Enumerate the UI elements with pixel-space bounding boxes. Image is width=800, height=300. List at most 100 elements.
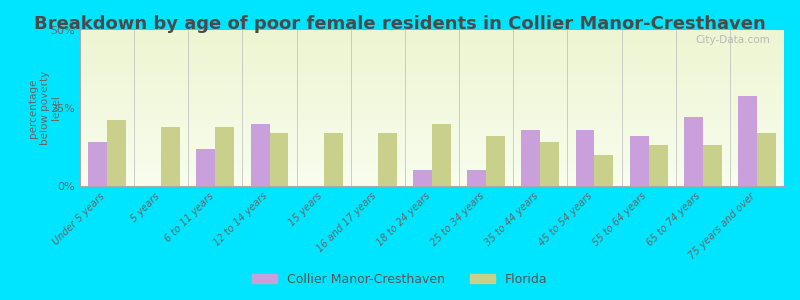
Bar bbox=[540, 142, 559, 186]
Bar bbox=[80, 86, 784, 88]
Bar bbox=[80, 61, 784, 63]
Bar bbox=[80, 64, 784, 66]
Bar bbox=[80, 58, 784, 60]
Bar bbox=[80, 141, 784, 142]
Bar bbox=[80, 113, 784, 114]
Bar bbox=[80, 41, 784, 43]
Bar bbox=[80, 100, 784, 102]
Bar bbox=[80, 148, 784, 150]
Bar bbox=[80, 134, 784, 136]
Bar bbox=[80, 78, 784, 80]
Bar bbox=[80, 152, 784, 153]
Bar bbox=[467, 170, 486, 186]
Bar bbox=[80, 83, 784, 85]
Bar bbox=[80, 63, 784, 64]
Bar bbox=[80, 88, 784, 89]
Bar bbox=[80, 99, 784, 100]
Bar bbox=[522, 130, 540, 186]
Bar bbox=[215, 127, 234, 186]
Bar bbox=[80, 49, 784, 50]
Bar bbox=[80, 85, 784, 86]
Bar bbox=[80, 110, 784, 111]
Bar bbox=[80, 116, 784, 117]
Bar bbox=[80, 82, 784, 83]
Bar bbox=[197, 148, 215, 186]
Bar bbox=[80, 150, 784, 152]
Bar bbox=[684, 117, 702, 186]
Bar bbox=[80, 111, 784, 113]
Bar bbox=[250, 124, 270, 186]
Bar bbox=[378, 133, 397, 186]
Bar bbox=[80, 44, 784, 46]
Bar bbox=[80, 172, 784, 173]
Bar bbox=[80, 52, 784, 53]
Bar bbox=[80, 70, 784, 72]
Bar bbox=[80, 181, 784, 183]
Bar bbox=[80, 184, 784, 186]
Bar bbox=[80, 147, 784, 148]
Bar bbox=[162, 127, 180, 186]
Bar bbox=[80, 66, 784, 68]
Bar bbox=[80, 38, 784, 39]
Bar bbox=[80, 183, 784, 184]
Bar bbox=[80, 74, 784, 75]
Bar bbox=[80, 32, 784, 33]
Bar bbox=[80, 36, 784, 38]
Bar bbox=[80, 43, 784, 44]
Bar bbox=[80, 125, 784, 127]
Bar bbox=[649, 146, 667, 186]
Bar bbox=[80, 77, 784, 78]
Bar bbox=[80, 60, 784, 61]
Bar bbox=[80, 119, 784, 121]
Text: Breakdown by age of poor female residents in Collier Manor-Cresthaven: Breakdown by age of poor female resident… bbox=[34, 15, 766, 33]
Bar bbox=[80, 180, 784, 181]
Bar bbox=[630, 136, 649, 186]
Bar bbox=[80, 53, 784, 55]
Bar bbox=[80, 173, 784, 175]
Bar bbox=[80, 138, 784, 139]
Bar bbox=[80, 94, 784, 95]
Bar bbox=[702, 146, 722, 186]
Bar bbox=[80, 121, 784, 122]
Bar bbox=[594, 155, 614, 186]
Bar bbox=[80, 156, 784, 158]
Bar bbox=[80, 153, 784, 155]
Bar bbox=[80, 50, 784, 52]
Bar bbox=[432, 124, 451, 186]
Bar bbox=[80, 158, 784, 160]
Text: City-Data.com: City-Data.com bbox=[695, 35, 770, 45]
Y-axis label: percentage
below poverty
level: percentage below poverty level bbox=[28, 71, 62, 145]
Bar bbox=[80, 161, 784, 163]
Bar bbox=[80, 178, 784, 180]
Bar bbox=[88, 142, 107, 186]
Bar bbox=[107, 121, 126, 186]
Bar bbox=[80, 39, 784, 41]
Bar bbox=[80, 133, 784, 134]
Bar bbox=[80, 55, 784, 56]
Bar bbox=[80, 175, 784, 177]
Bar bbox=[80, 128, 784, 130]
Bar bbox=[575, 130, 594, 186]
Bar bbox=[80, 72, 784, 74]
Bar bbox=[80, 124, 784, 125]
Bar bbox=[80, 130, 784, 131]
Bar bbox=[80, 170, 784, 172]
Bar bbox=[80, 91, 784, 92]
Bar bbox=[80, 95, 784, 97]
Bar bbox=[80, 89, 784, 91]
Bar bbox=[80, 47, 784, 49]
Bar bbox=[80, 103, 784, 105]
Bar bbox=[80, 35, 784, 36]
Bar bbox=[80, 92, 784, 94]
Bar bbox=[80, 131, 784, 133]
Bar bbox=[80, 122, 784, 124]
Bar bbox=[80, 164, 784, 166]
Bar bbox=[80, 117, 784, 119]
Bar bbox=[270, 133, 289, 186]
Bar bbox=[80, 136, 784, 138]
Bar bbox=[80, 30, 784, 31]
Bar bbox=[80, 163, 784, 164]
Bar bbox=[80, 97, 784, 99]
Bar bbox=[80, 68, 784, 69]
Bar bbox=[80, 146, 784, 147]
